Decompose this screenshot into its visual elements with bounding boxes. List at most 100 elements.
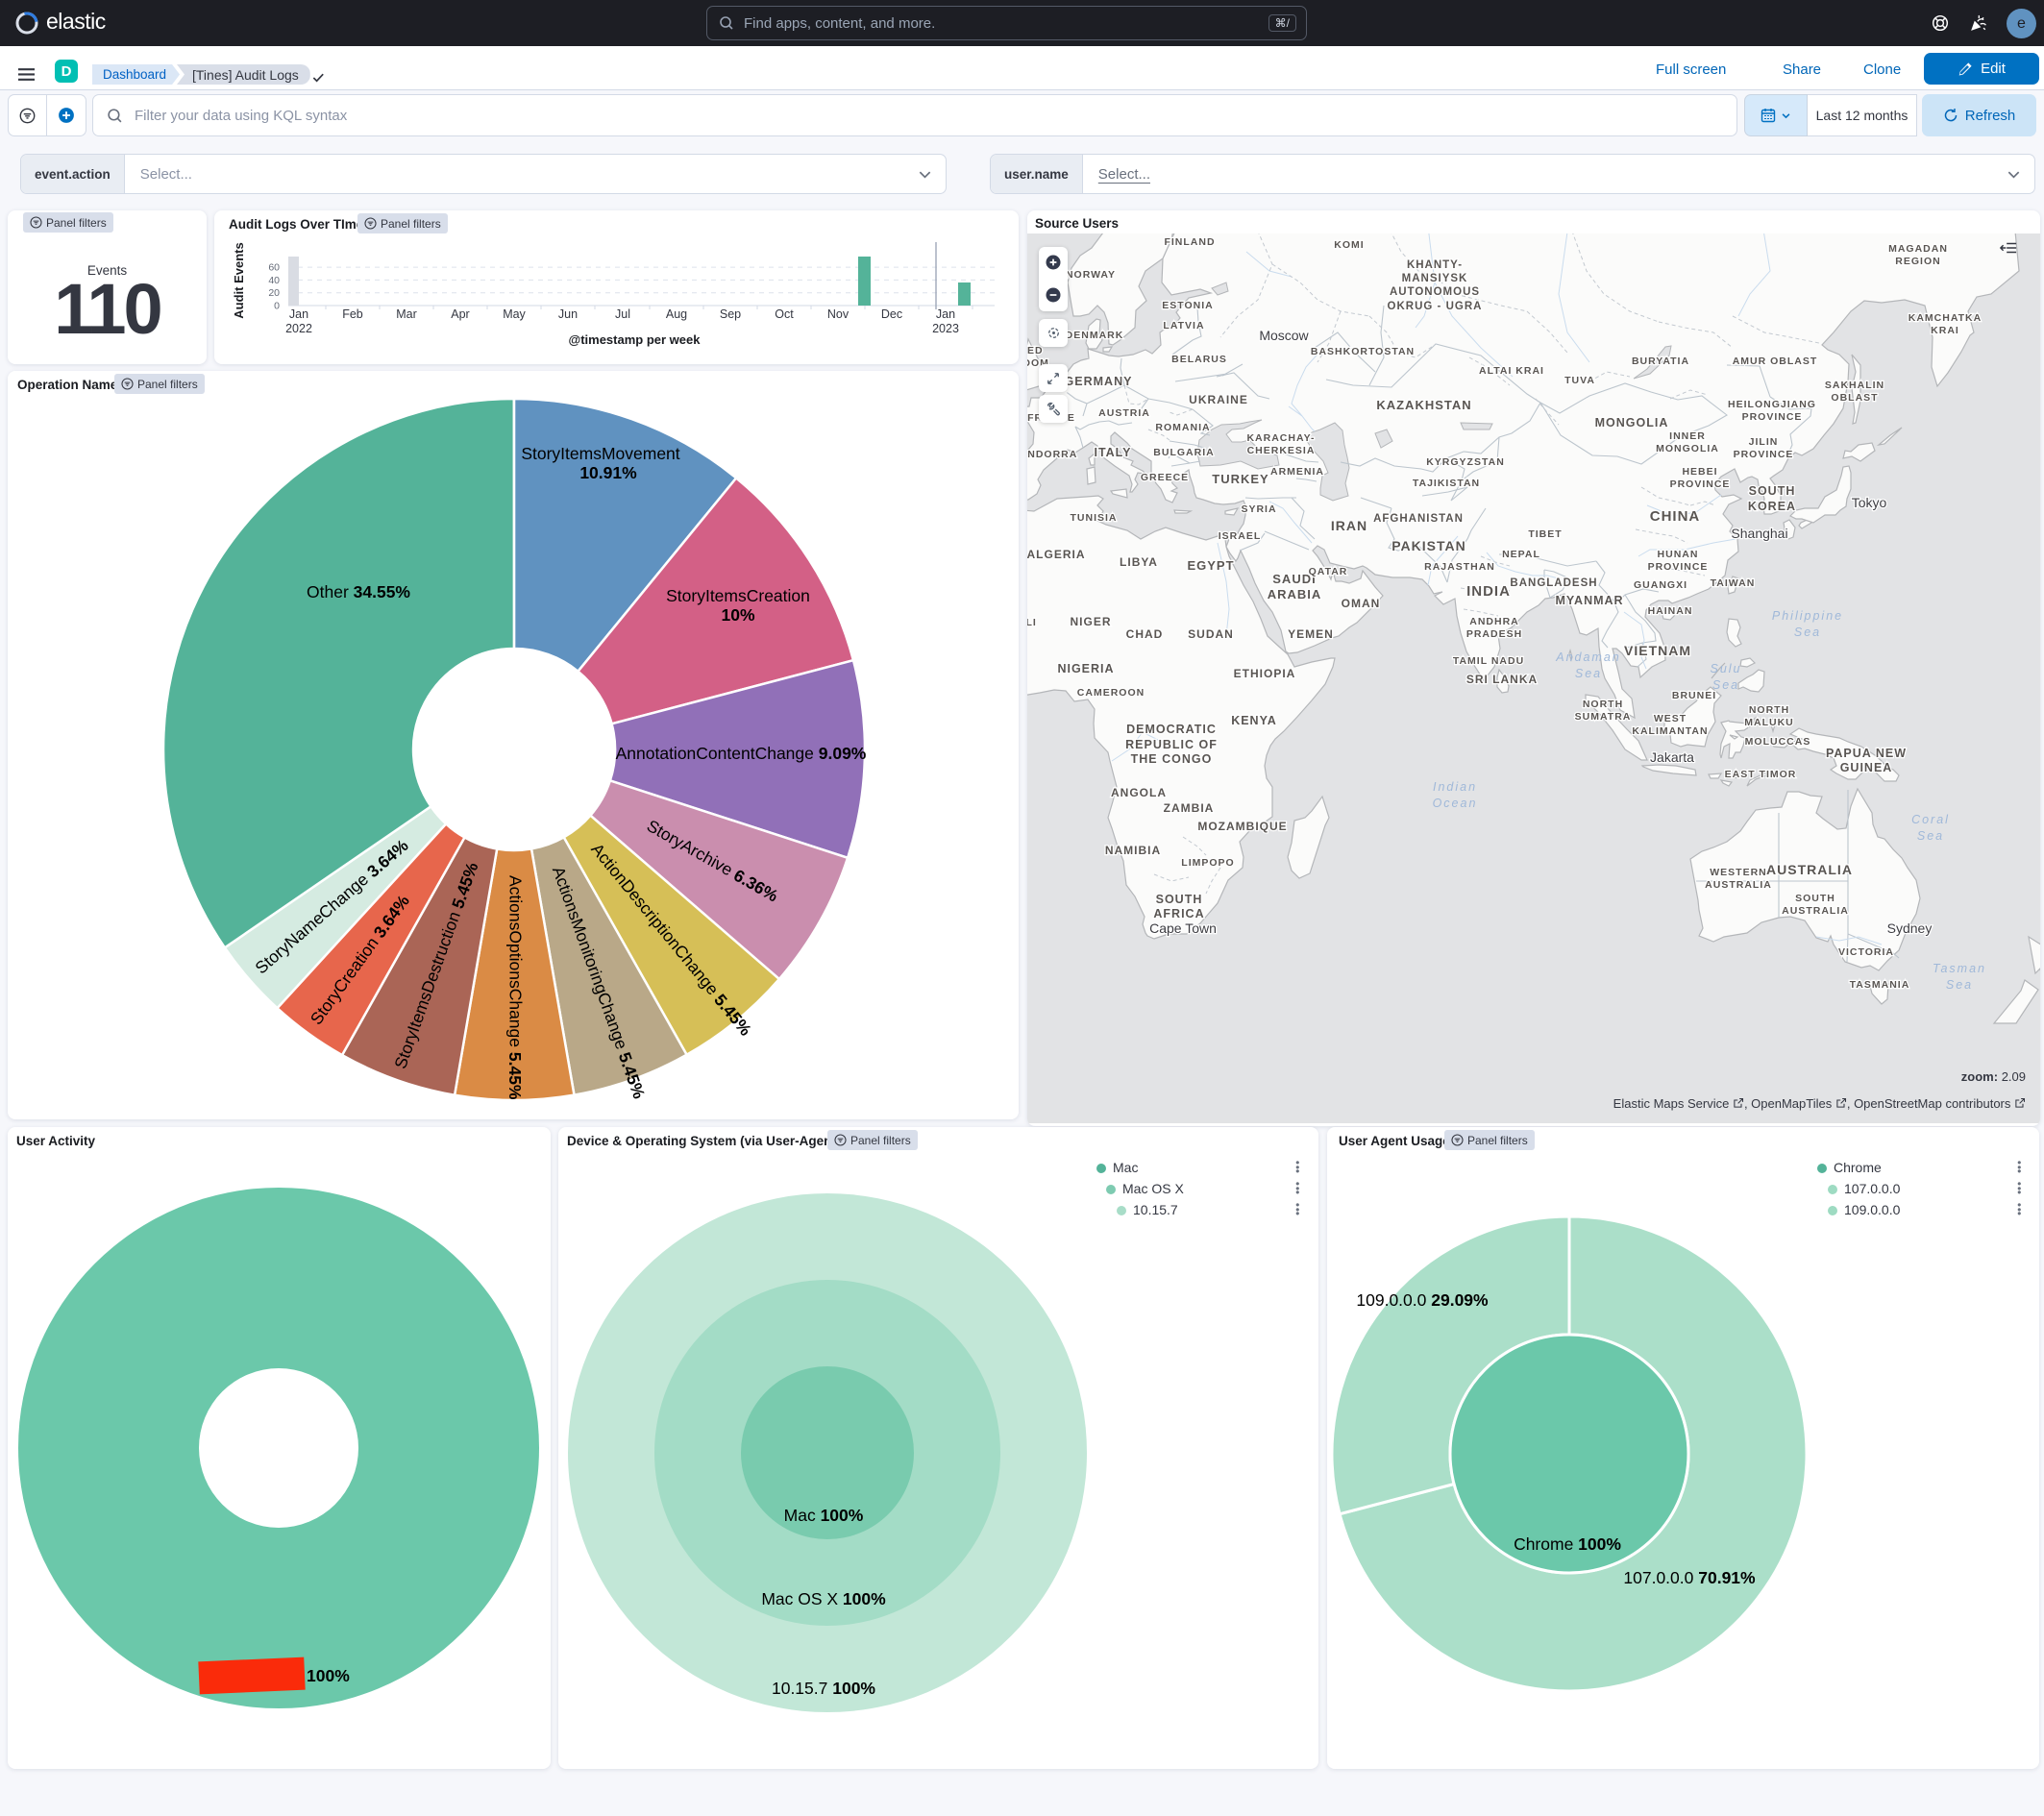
svg-text:KHANTY-: KHANTY- (1407, 259, 1463, 271)
svg-text:SOUTH: SOUTH (1795, 893, 1835, 904)
svg-text:PROVINCE: PROVINCE (1734, 449, 1794, 460)
svg-text:GUINEA: GUINEA (1840, 761, 1893, 774)
svg-text:60: 60 (268, 262, 280, 274)
svg-text:Sea: Sea (1794, 626, 1821, 639)
svg-text:VIETNAM: VIETNAM (1624, 643, 1691, 658)
svg-text:Mar: Mar (396, 307, 417, 321)
svg-text:UKRAINE: UKRAINE (1189, 393, 1248, 406)
svg-text:Dec: Dec (881, 307, 902, 321)
svg-text:ARABIA: ARABIA (1268, 587, 1322, 601)
svg-text:GERMANY: GERMANY (1065, 375, 1133, 388)
svg-text:DENMARK: DENMARK (1066, 330, 1124, 341)
svg-text:Sea: Sea (1575, 667, 1602, 680)
svg-text:QATAR: QATAR (1309, 566, 1348, 577)
svg-text:NORWAY: NORWAY (1066, 269, 1116, 281)
svg-text:PROVINCE: PROVINCE (1742, 411, 1803, 423)
svg-text:Jakarta: Jakarta (1650, 749, 1694, 765)
svg-text:MONGOLIA: MONGOLIA (1656, 443, 1719, 454)
svg-text:KAMCHATKA: KAMCHATKA (1909, 312, 1982, 324)
svg-text:WESTERN: WESTERN (1710, 867, 1767, 878)
svg-text:GUANGXI: GUANGXI (1634, 579, 1687, 591)
svg-text:OMAN: OMAN (1342, 597, 1381, 610)
svg-text:HEILONGJIANG: HEILONGJIANG (1728, 399, 1816, 410)
svg-text:10.91%: 10.91% (579, 463, 637, 482)
svg-text:ANDORRA: ANDORRA (1027, 449, 1077, 460)
svg-text:REPUBLIC OF: REPUBLIC OF (1125, 738, 1218, 751)
svg-text:KYRGYZSTAN: KYRGYZSTAN (1426, 456, 1505, 468)
svg-text:MOZAMBIQUE: MOZAMBIQUE (1197, 820, 1287, 833)
svg-text:REGION: REGION (1895, 256, 1940, 267)
svg-text:TAJIKISTAN: TAJIKISTAN (1413, 478, 1480, 489)
svg-text:AMUR OBLAST: AMUR OBLAST (1733, 356, 1818, 367)
svg-text:StoryItemsCreation: StoryItemsCreation (666, 586, 810, 605)
svg-text:Mac OS X 100%: Mac OS X 100% (761, 1589, 886, 1608)
svg-text:AFRICA: AFRICA (1153, 907, 1204, 920)
svg-text:ROMANIA: ROMANIA (1155, 422, 1210, 433)
svg-text:Other 34.55%: Other 34.55% (307, 582, 410, 601)
svg-text:AUSTRALIA: AUSTRALIA (1782, 905, 1849, 917)
svg-text:Sea: Sea (1917, 829, 1944, 843)
svg-text:Cape Town: Cape Town (1149, 920, 1217, 936)
svg-text:BULGARIA: BULGARIA (1153, 447, 1214, 458)
svg-text:WEST: WEST (1654, 713, 1687, 724)
svg-text:NIGER: NIGER (1070, 615, 1111, 628)
svg-text:PROVINCE: PROVINCE (1670, 479, 1731, 490)
svg-text:ActionsOptionsChange 5.45%: ActionsOptionsChange 5.45% (505, 875, 525, 1100)
svg-text:EAST TIMOR: EAST TIMOR (1725, 769, 1797, 780)
svg-text:Indian: Indian (1433, 780, 1477, 794)
svg-text:TAIWAN: TAIWAN (1711, 577, 1756, 589)
svg-text:PROVINCE: PROVINCE (1648, 561, 1709, 573)
svg-text:107.0.0.0 70.91%: 107.0.0.0 70.91% (1623, 1568, 1756, 1587)
svg-text:Coral: Coral (1911, 813, 1950, 826)
svg-text:ITALY: ITALY (1094, 446, 1131, 459)
svg-text:BANGLADESH: BANGLADESH (1510, 577, 1597, 589)
svg-text:AUSTRALIA: AUSTRALIA (1766, 862, 1853, 877)
svg-text:HUNAN: HUNAN (1658, 549, 1699, 560)
svg-text:UNITED: UNITED (1027, 345, 1044, 356)
svg-text:Shanghai: Shanghai (1731, 526, 1787, 541)
svg-text:DEMOCRATIC: DEMOCRATIC (1126, 723, 1217, 736)
svg-text:CHAD: CHAD (1126, 627, 1164, 641)
svg-text:Oct: Oct (775, 307, 794, 321)
svg-text:THE CONGO: THE CONGO (1131, 752, 1213, 766)
svg-text:ANGOLA: ANGOLA (1111, 786, 1167, 799)
svg-text:MOLUCCAS: MOLUCCAS (1745, 736, 1811, 748)
svg-text:BURYATIA: BURYATIA (1632, 356, 1689, 367)
svg-text:Sea: Sea (1712, 678, 1739, 692)
svg-text:KALIMANTAN: KALIMANTAN (1632, 725, 1708, 737)
svg-text:TASMANIA: TASMANIA (1850, 979, 1910, 991)
svg-text:20: 20 (268, 287, 280, 299)
svg-text:MONGOLIA: MONGOLIA (1595, 416, 1669, 429)
svg-text:BASHKORTOSTAN: BASHKORTOSTAN (1311, 346, 1415, 357)
svg-text:SAUDI: SAUDI (1272, 572, 1316, 586)
svg-text:Mac 100%: Mac 100% (784, 1506, 864, 1525)
svg-text:NORTH: NORTH (1749, 704, 1789, 716)
svg-text:GREECE: GREECE (1141, 472, 1189, 483)
svg-text:Andaman: Andaman (1555, 650, 1621, 664)
svg-text:KRAI: KRAI (1931, 325, 1959, 336)
svg-text:JILIN: JILIN (1749, 436, 1779, 448)
svg-text:SRI LANKA: SRI LANKA (1466, 673, 1538, 686)
svg-text:SOUTH: SOUTH (1749, 484, 1796, 498)
svg-text:100%: 100% (307, 1666, 350, 1685)
svg-text:ANDHRA: ANDHRA (1469, 616, 1519, 627)
svg-text:MANSIYSK: MANSIYSK (1402, 273, 1468, 284)
svg-text:Jan: Jan (936, 307, 955, 321)
svg-text:CAMEROON: CAMEROON (1077, 687, 1145, 699)
svg-text:ISRAEL: ISRAEL (1219, 530, 1262, 542)
svg-text:INDIA: INDIA (1466, 583, 1511, 600)
svg-text:ESTONIA: ESTONIA (1162, 300, 1213, 311)
svg-text:0: 0 (274, 301, 280, 312)
svg-text:AFGHANISTAN: AFGHANISTAN (1373, 513, 1464, 525)
svg-text:Sulu: Sulu (1710, 662, 1741, 675)
svg-text:LIMPOPO: LIMPOPO (1181, 857, 1234, 869)
svg-text:AUSTRALIA: AUSTRALIA (1705, 879, 1772, 891)
svg-text:AUSTRIA: AUSTRIA (1098, 407, 1150, 419)
svg-text:KOREA: KOREA (1748, 500, 1796, 513)
svg-text:Philippine: Philippine (1772, 609, 1843, 623)
svg-text:Sydney: Sydney (1887, 920, 1933, 936)
svg-text:Sep: Sep (720, 307, 741, 321)
svg-text:@timestamp per week: @timestamp per week (569, 332, 702, 347)
svg-text:Audit Events: Audit Events (232, 242, 246, 318)
svg-text:ALTAI KRAI: ALTAI KRAI (1479, 365, 1544, 377)
